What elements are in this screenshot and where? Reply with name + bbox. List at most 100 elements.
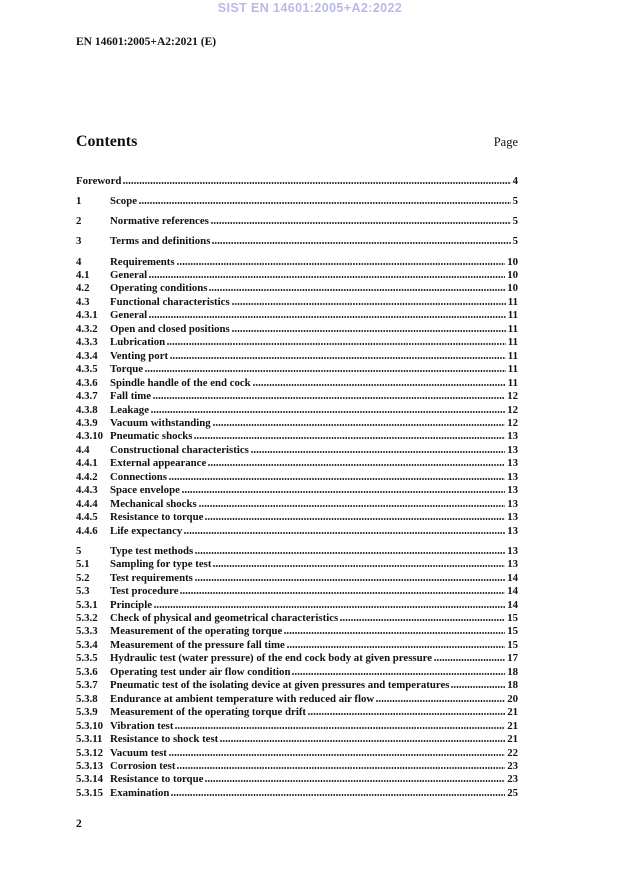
dot-leader (194, 578, 506, 581)
toc-entry: 4.4.2 Connections 13 (76, 471, 518, 484)
dot-leader (180, 592, 506, 595)
toc-entry-page: 13 (507, 497, 518, 510)
dot-leader (250, 450, 506, 453)
toc-entry-title: Corrosion test (110, 760, 176, 773)
toc-entry-page: 11 (507, 349, 518, 362)
toc-entry-number: 5.3.9 (76, 706, 98, 719)
dot-leader (168, 753, 506, 756)
toc-entry: 4.3.5 Torque 11 (76, 363, 518, 376)
toc-entry-title: Normative references (110, 215, 209, 228)
toc-entry: 5.3.2 Check of physical and geometrical c… (76, 612, 518, 625)
toc-entry-number: 5.3.12 (76, 746, 103, 759)
dot-leader (177, 767, 506, 770)
toc-entry-number: 4.4.3 (76, 484, 98, 497)
toc-entry: 5.3.11 Resistance to shock test 21 (76, 733, 518, 746)
dot-leader (170, 356, 506, 359)
toc-entry-page: 5 (512, 215, 518, 228)
toc-entry-title: Hydraulic test (water pressure) of the e… (110, 652, 432, 665)
toc-entry: 4.3.2 Open and closed positions 11 (76, 323, 518, 336)
toc-entry-title: Resistance to torque (110, 511, 204, 524)
toc-entry-page: 14 (507, 571, 518, 584)
toc-entry-title: Life expectancy (110, 524, 183, 537)
toc-entry-page: 23 (507, 773, 518, 786)
toc-entry-number: 4.3.4 (76, 349, 98, 362)
toc-entry-number: 4.3.3 (76, 336, 98, 349)
toc-entry-page: 22 (507, 746, 518, 759)
toc-entry-page: 13 (507, 470, 518, 483)
toc-entry-number: 4.3.10 (76, 430, 103, 443)
toc-entry-page: 21 (507, 733, 518, 746)
dot-leader (212, 242, 511, 245)
toc-entry-title: Vibration test (110, 719, 174, 732)
dot-leader (205, 518, 506, 521)
dot-leader (167, 343, 506, 346)
toc-entry-page: 13 (507, 524, 518, 537)
dot-leader (231, 329, 506, 332)
toc-entry-page: 12 (507, 390, 518, 403)
toc-entry-number: 5.3.3 (76, 625, 98, 638)
dot-leader (252, 383, 506, 386)
toc-entry: 4.1 General 10 (76, 269, 518, 282)
page-column-label: Page (493, 135, 518, 149)
toc-entry-title: Resistance to torque (110, 773, 204, 786)
dot-leader (181, 491, 506, 494)
toc-entry-title: Operating test under air flow condition (110, 665, 291, 678)
toc-entry: 4.4.5 Resistance to torque 13 (76, 511, 518, 524)
toc-entry: 5.3.4 Measurement of the pressure fall ti… (76, 639, 518, 652)
toc-entry-title: Principle (110, 598, 152, 611)
toc-entry-number: 5.3.6 (76, 665, 98, 678)
toc-entry-title: Terms and definitions (110, 235, 211, 248)
toc-entry-title: Pneumatic shocks (110, 430, 193, 443)
dot-leader (139, 202, 511, 205)
dot-leader (210, 222, 511, 225)
contents-heading: Contents Page (76, 133, 518, 151)
toc-entry-page: 20 (507, 692, 518, 705)
toc-entry-number: 4.3.9 (76, 417, 98, 429)
toc-entry-number: 2 (76, 215, 82, 228)
toc-entry-number: 4.3.2 (76, 322, 98, 335)
toc-entry-number: 5.3.5 (76, 652, 98, 665)
toc-entry: 4.4.4 Mechanical shocks 13 (76, 498, 518, 511)
toc-entry-title: Measurement of the pressure fall time (110, 638, 285, 651)
dot-leader (308, 713, 506, 716)
toc-entry-page: 13 (507, 558, 518, 571)
toc-entry-page: 11 (507, 322, 518, 335)
toc-entry-number: 5.3.11 (76, 733, 103, 746)
toc-entry: 5.3.14 Resistance to torque 23 (76, 773, 518, 786)
toc-entry-page: 11 (507, 376, 518, 389)
toc-entry-number: 5.3.8 (76, 692, 98, 705)
toc-entry-number: 4.3.1 (76, 309, 98, 322)
toc-entry-title: Sampling for type test (110, 558, 212, 571)
toc-entry-title: Requirements (110, 255, 175, 268)
toc-entry-number: 4.4.4 (76, 497, 98, 510)
toc-entry-title: Constructional characteristics (110, 443, 249, 456)
footer-page-number: 2 (76, 818, 82, 830)
dot-leader (212, 424, 506, 426)
toc-entry-number: 5.3.4 (76, 638, 98, 651)
toc-entry-title: Endurance at ambient temperature with re… (110, 692, 375, 705)
toc-entry: 4.3.6 Spindle handle of the end cock 11 (76, 377, 518, 390)
toc-entry-page: 11 (507, 309, 518, 322)
dot-leader (220, 740, 506, 743)
toc-entry: 4.4.3 Space envelope 13 (76, 484, 518, 497)
toc-entry-number: 1 (76, 195, 82, 208)
toc-entry-number: 4.3.8 (76, 403, 98, 416)
toc-entry-page: 11 (507, 295, 518, 308)
toc-entry: 4 Requirements 10 (76, 256, 518, 269)
toc-entry: 5.3.7 Pneumatic test of the isolating dev… (76, 679, 518, 692)
toc-entry-number: 4.4.5 (76, 511, 98, 524)
toc-entry-page: 21 (507, 719, 518, 732)
dot-leader (434, 659, 506, 662)
toc-entry: 2 Normative references 5 (76, 215, 518, 228)
toc-entry: 4.3 Functional characteristics 11 (76, 296, 518, 309)
dot-leader (153, 605, 506, 608)
dot-leader (198, 504, 506, 507)
toc-entry-page: 13 (507, 457, 518, 470)
toc-entry-number: 3 (76, 235, 82, 248)
toc-entry-title: Vacuum withstanding (110, 417, 211, 429)
toc-entry-page: 13 (507, 544, 518, 557)
toc-entry-number: 4.4.6 (76, 524, 98, 537)
dot-leader (153, 397, 506, 400)
toc-entry-page: 5 (512, 235, 518, 248)
toc-entry: Foreword 4 (76, 175, 518, 188)
